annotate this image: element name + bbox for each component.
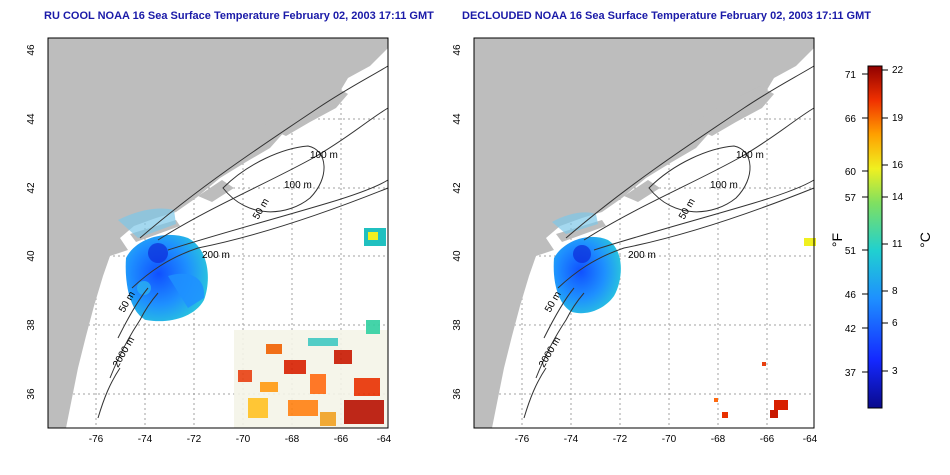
f-tick-label: 46	[845, 290, 857, 301]
c-tick-label: 19	[892, 113, 904, 124]
y-tick-label: 42	[26, 182, 37, 194]
right-map-title: DECLOUDED NOAA 16 Sea Surface Temperatur…	[462, 10, 871, 22]
x-tick-label: -64	[803, 434, 818, 445]
c-tick-label: 16	[892, 160, 904, 171]
f-tick-label: 42	[845, 324, 857, 335]
sst-data-overlay	[118, 208, 388, 428]
contour-label: 100 m	[736, 150, 764, 161]
f-tick-label: 51	[845, 246, 857, 257]
x-axis: -76 -74 -72 -70 -68 -66 -64	[89, 434, 392, 445]
y-tick-label: 46	[26, 44, 37, 56]
c-tick-label: 6	[892, 318, 898, 329]
c-ticks	[882, 69, 888, 372]
c-tick-label: 14	[892, 192, 904, 203]
f-ticks	[862, 73, 868, 373]
y-axis: 36 38 40 42 44 46	[26, 44, 37, 400]
f-tick-label: 66	[845, 114, 857, 125]
map-frame	[47, 37, 389, 429]
f-tick-label: 71	[845, 70, 857, 81]
celsius-scale: 22 19 16 14 11 8 6 3	[892, 65, 904, 377]
y-tick-label: 46	[452, 44, 463, 56]
y-tick-label: 40	[26, 250, 37, 262]
x-tick-label: -74	[138, 434, 153, 445]
x-tick-label: -76	[515, 434, 530, 445]
x-tick-label: -66	[334, 434, 349, 445]
x-tick-label: -76	[89, 434, 104, 445]
c-tick-label: 22	[892, 65, 904, 76]
temperature-colorbar: 71 66 60 57 51 46 42 37 22 19 16 14 11 8	[829, 65, 933, 409]
fahrenheit-unit-label: °F	[829, 233, 845, 247]
y-tick-label: 40	[452, 250, 463, 262]
f-tick-label: 57	[845, 193, 857, 204]
x-tick-label: -70	[236, 434, 251, 445]
contour-label: 100 m	[710, 180, 738, 191]
celsius-unit-label: °C	[917, 232, 933, 248]
contour-label: 100 m	[284, 180, 312, 191]
left-map-title: RU COOL NOAA 16 Sea Surface Temperature …	[44, 10, 434, 22]
f-tick-label: 60	[845, 167, 857, 178]
x-tick-label: -72	[613, 434, 628, 445]
y-tick-label: 44	[26, 113, 37, 125]
y-tick-label: 42	[452, 182, 463, 194]
x-axis: -76 -74 -72 -70 -68 -66 -64	[515, 434, 818, 445]
y-tick-label: 36	[26, 388, 37, 400]
fahrenheit-scale: 71 66 60 57 51 46 42 37	[845, 70, 857, 379]
contour-label: 200 m	[628, 250, 656, 261]
contour-label: 200 m	[202, 250, 230, 261]
y-tick-label: 36	[452, 388, 463, 400]
y-axis: 36 38 40 42 44 46	[452, 44, 463, 400]
contour-label: 100 m	[310, 150, 338, 161]
x-tick-label: -68	[285, 434, 300, 445]
y-tick-label: 44	[452, 113, 463, 125]
x-tick-label: -68	[711, 434, 726, 445]
x-tick-label: -64	[377, 434, 392, 445]
y-tick-label: 38	[452, 319, 463, 331]
right-map-panel: 100 m 100 m 50 m 200 m 50 m 2000 m -76 -…	[452, 37, 818, 445]
y-tick-label: 38	[26, 319, 37, 331]
left-map-panel: 100 m 100 m 50 m 200 m 50 m 2000 m -76 -…	[26, 37, 392, 445]
c-tick-label: 8	[892, 286, 898, 297]
x-tick-label: -72	[187, 434, 202, 445]
x-tick-label: -74	[564, 434, 579, 445]
x-tick-label: -70	[662, 434, 677, 445]
f-tick-label: 37	[845, 368, 857, 379]
map-frame	[473, 37, 815, 429]
c-tick-label: 3	[892, 366, 898, 377]
x-tick-label: -66	[760, 434, 775, 445]
c-tick-label: 11	[892, 239, 903, 250]
